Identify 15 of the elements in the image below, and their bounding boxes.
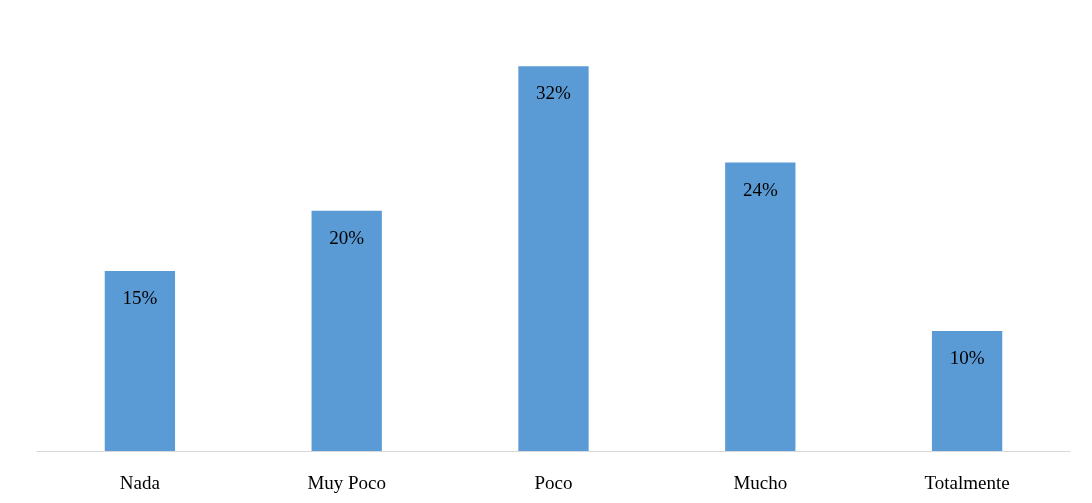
x-tick-label: Muy Poco <box>307 471 387 493</box>
bar <box>725 162 796 452</box>
data-label: 24% <box>742 178 778 200</box>
x-tick-label: Mucho <box>733 471 788 493</box>
data-label: 20% <box>329 226 365 248</box>
x-tick-label: Poco <box>534 471 573 493</box>
data-label: 10% <box>949 347 985 369</box>
x-tick-label: Nada <box>119 471 161 493</box>
bar <box>931 331 1003 452</box>
bar <box>518 66 589 452</box>
bar <box>104 270 176 452</box>
x-tick-label: Totalmente <box>924 471 1010 493</box>
data-label: 15% <box>122 286 158 308</box>
bar <box>311 210 382 452</box>
data-label: 32% <box>536 82 572 104</box>
